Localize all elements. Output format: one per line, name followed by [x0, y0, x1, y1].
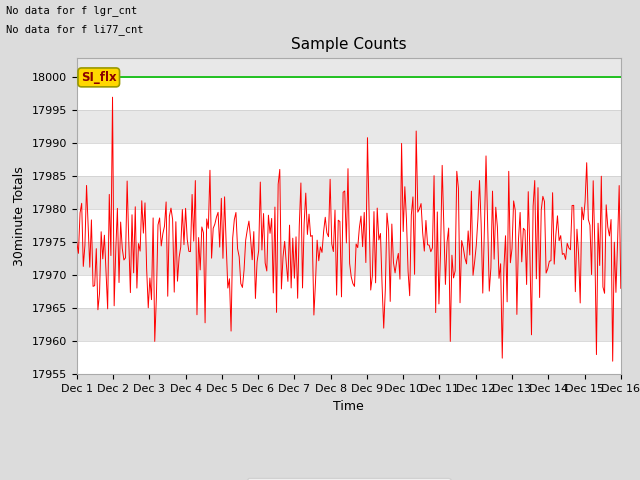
X-axis label: Time: Time [333, 400, 364, 413]
Bar [77, 209, 621, 242]
Bar [77, 276, 621, 309]
Bar [77, 144, 621, 177]
Legend: wmp_cnt, li75_cnt: wmp_cnt, li75_cnt [247, 478, 451, 480]
Text: No data for f lgr_cnt: No data for f lgr_cnt [6, 5, 138, 16]
Bar [77, 77, 621, 110]
Title: Sample Counts: Sample Counts [291, 37, 406, 52]
Bar [77, 177, 621, 209]
Bar [77, 110, 621, 144]
Bar [77, 309, 621, 341]
Bar [77, 341, 621, 374]
Y-axis label: 30minute Totals: 30minute Totals [13, 166, 26, 266]
Bar [77, 242, 621, 276]
Text: No data for f li77_cnt: No data for f li77_cnt [6, 24, 144, 35]
Text: SI_flx: SI_flx [81, 71, 116, 84]
